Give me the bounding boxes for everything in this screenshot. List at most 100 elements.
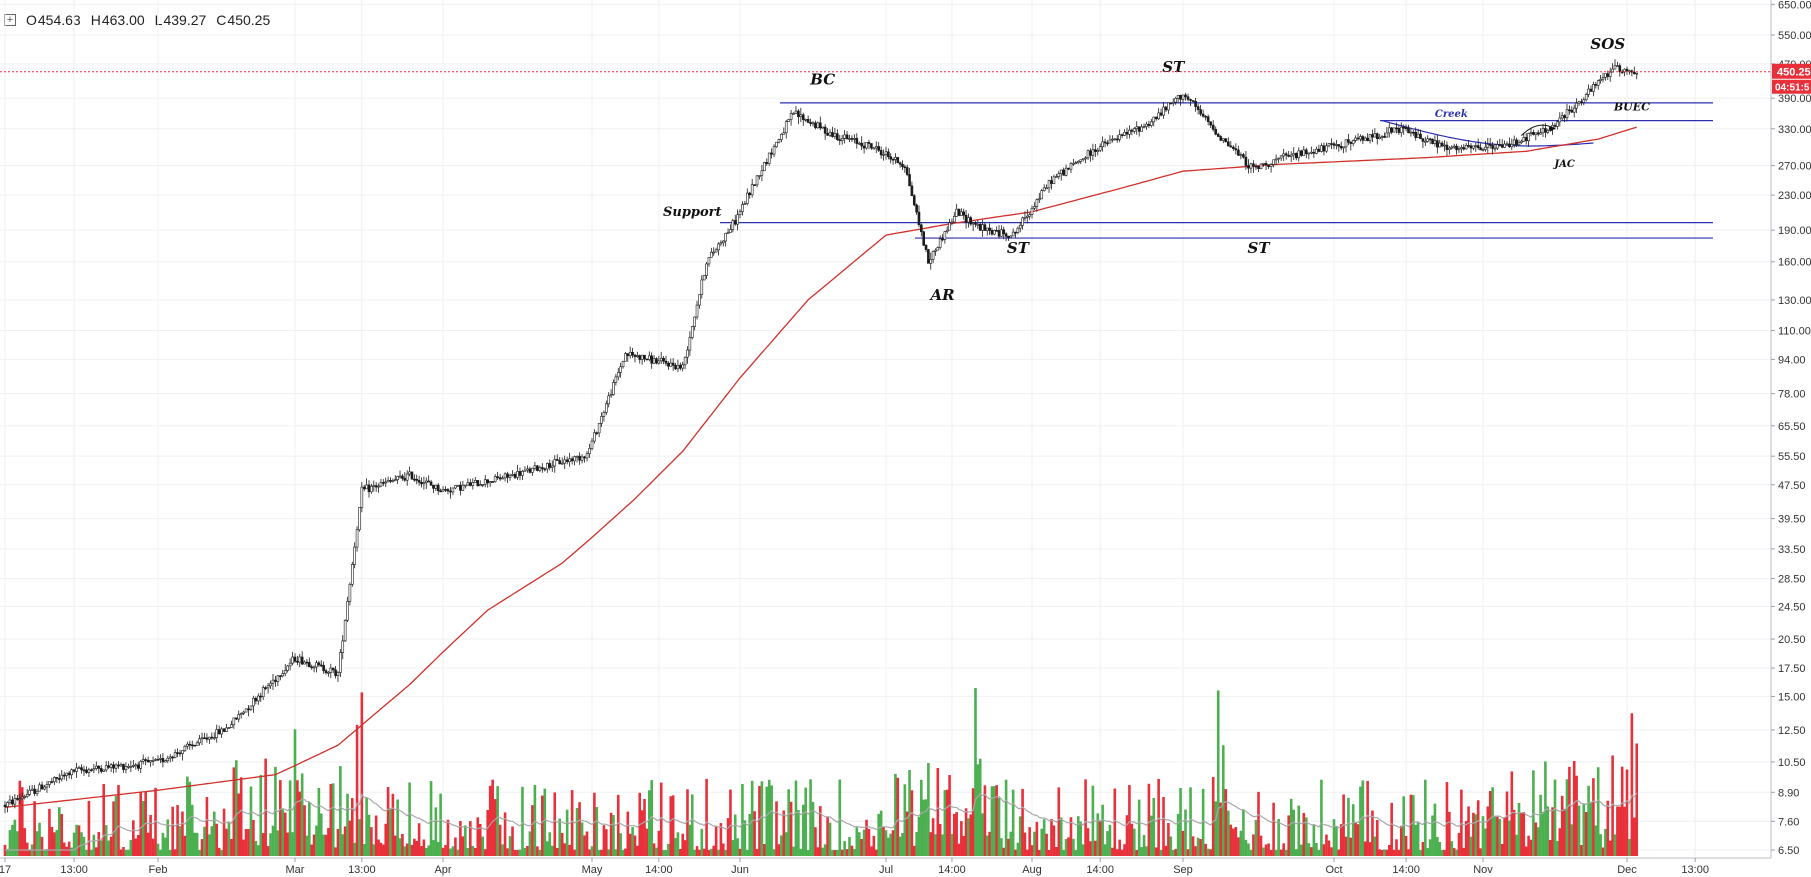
candle-body [1028, 214, 1031, 217]
volume-bar [386, 787, 390, 856]
candle-body [811, 122, 815, 125]
candle-body [454, 485, 457, 489]
candle-body [712, 251, 716, 254]
candle-body [3, 804, 7, 807]
volume-bar [597, 849, 601, 856]
candle-body [1062, 169, 1065, 176]
candle-body [102, 769, 106, 772]
candle-body [67, 772, 71, 776]
candle-body [141, 759, 145, 762]
volume-bar [565, 809, 569, 856]
candle-body [1385, 132, 1389, 138]
volume-bar [809, 779, 812, 856]
candle-body [1366, 137, 1369, 142]
volume-bar [1599, 834, 1602, 856]
y-tick-label: 130.00 [1778, 295, 1811, 307]
volume-bar [1541, 811, 1545, 856]
volume-bar [1125, 815, 1129, 856]
volume-bar [1421, 841, 1425, 856]
candle-body [20, 796, 24, 799]
volume-bar [1496, 816, 1499, 856]
volume-bar [459, 821, 462, 856]
candle-body [1604, 73, 1607, 78]
volume-bar [1101, 804, 1104, 856]
volume-bar [957, 843, 961, 856]
volume-bar [215, 823, 219, 856]
volume-bar [367, 814, 371, 856]
candle-body [1508, 143, 1511, 148]
candle-body [317, 662, 321, 666]
x-tick-label: Apr [434, 864, 451, 876]
candle-body [767, 152, 771, 164]
volume-bar [1426, 848, 1430, 856]
candle-body [1635, 72, 1639, 75]
candle-body [1242, 154, 1245, 158]
volume-bar [1186, 849, 1190, 856]
volume-bar [1452, 848, 1456, 856]
volume-bar [1524, 846, 1528, 856]
volume-bar [77, 825, 81, 856]
volume-bar [1335, 826, 1338, 856]
volume-bar [1292, 809, 1296, 856]
volume-bar [341, 834, 345, 856]
volume-bar [1224, 789, 1228, 856]
volume-bar [1120, 849, 1124, 856]
volume-bar [1299, 844, 1303, 856]
volume-bar [1474, 814, 1478, 856]
candle-body [726, 232, 730, 234]
candle-body [38, 784, 41, 792]
candle-body [220, 728, 223, 735]
volume-bar [733, 814, 737, 856]
candle-body [1257, 166, 1260, 169]
volume-bar [200, 839, 204, 856]
candle-body [372, 485, 376, 487]
volume-bar [819, 806, 822, 856]
candle-body [683, 356, 687, 366]
volume-bar [760, 781, 764, 856]
candle-body [960, 211, 963, 216]
volume-bar [662, 849, 665, 856]
candle-body [1191, 100, 1195, 102]
candle-body [1404, 127, 1408, 129]
candle-body [1106, 142, 1109, 145]
volume-bar [626, 811, 630, 856]
candle-body [760, 170, 764, 176]
volume-bar [1515, 834, 1518, 856]
volume-bar [1371, 810, 1374, 856]
volume-bar [993, 786, 996, 856]
candle-body [1123, 131, 1126, 136]
volume-bar [860, 839, 863, 856]
volume-bar [831, 849, 834, 856]
candle-body [451, 487, 455, 493]
volume-bar [738, 848, 742, 856]
volume-bar [40, 836, 44, 856]
candle-body [874, 146, 878, 149]
candle-body [894, 157, 897, 160]
y-tick-label: 230.00 [1778, 190, 1811, 202]
annotation-label: BC [809, 71, 835, 89]
volume-bar [488, 785, 492, 856]
candle-body [230, 724, 233, 728]
candle-body [43, 786, 46, 790]
volume-bar [401, 833, 404, 856]
volume-bar [845, 849, 849, 856]
candle-body [274, 679, 277, 682]
volume-bar [1181, 830, 1185, 856]
candle-body [422, 482, 426, 485]
volume-bar [1164, 845, 1168, 856]
candle-body [498, 477, 502, 480]
candle-body [1536, 132, 1540, 135]
volume-bar [259, 774, 263, 856]
candle-body [1484, 146, 1487, 150]
volume-bar [322, 834, 325, 856]
candle-body [382, 482, 385, 484]
grid-layer [0, 0, 1771, 858]
annotation-label: SOS [1590, 35, 1625, 53]
volume-bar [23, 828, 27, 856]
candle-body [976, 223, 980, 226]
candle-body [1274, 158, 1278, 161]
volume-bar [588, 849, 591, 856]
candle-body [1445, 144, 1449, 150]
candle-body [80, 767, 83, 771]
